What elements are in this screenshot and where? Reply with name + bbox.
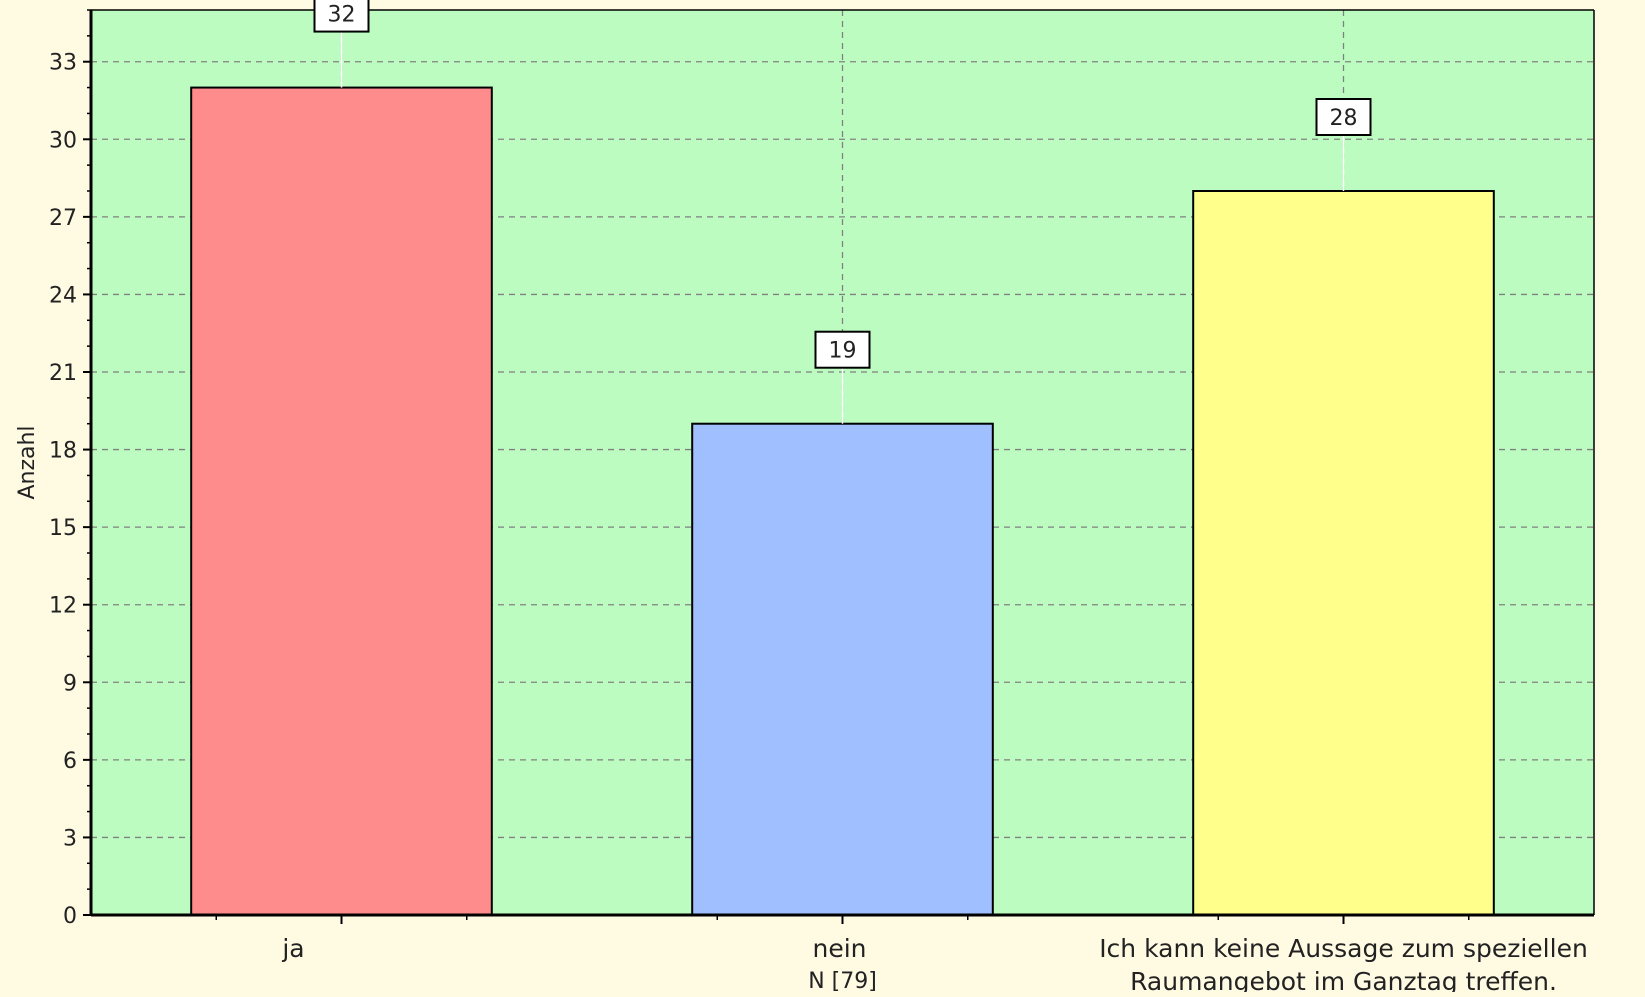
y-tick-label: 6 — [63, 749, 77, 774]
bar-1 — [691, 422, 994, 916]
data-label: 32 — [328, 3, 356, 28]
data-label-box — [814, 330, 871, 369]
y-tick-label: 9 — [63, 671, 77, 696]
y-axis-title: Anzahl — [15, 425, 40, 499]
category-label: Ich kann keine Aussage zum speziellen Rau… — [1099, 934, 1588, 992]
bars — [190, 86, 1495, 917]
y-tick-label: 27 — [49, 206, 77, 231]
y-tick-label: 18 — [49, 439, 77, 464]
y-tick-label: 33 — [49, 51, 77, 76]
data-label: 28 — [1330, 106, 1358, 131]
x-axis-title: N [79] — [808, 969, 877, 992]
bar-2 — [1192, 190, 1495, 916]
data-label: 19 — [829, 339, 857, 364]
y-tick-label: 12 — [49, 594, 77, 619]
category-label: nein — [812, 934, 866, 963]
category-label: ja — [281, 934, 304, 963]
y-tick-label: 3 — [63, 826, 77, 851]
y-tick-label: 0 — [63, 904, 77, 929]
labels: 0 3 6 9 12 15 18 21 24 27 30 33 32 ja 19 nein 28 Ich kann… — [49, 0, 1588, 996]
y-tick-label: 21 — [49, 361, 77, 386]
data-label-box — [313, 0, 370, 33]
data-label-box — [1315, 98, 1372, 136]
y-tick-label: 24 — [49, 283, 77, 308]
y-tick-label: 15 — [49, 516, 77, 541]
bar-0 — [190, 86, 493, 917]
y-tick-label: 30 — [49, 128, 77, 153]
